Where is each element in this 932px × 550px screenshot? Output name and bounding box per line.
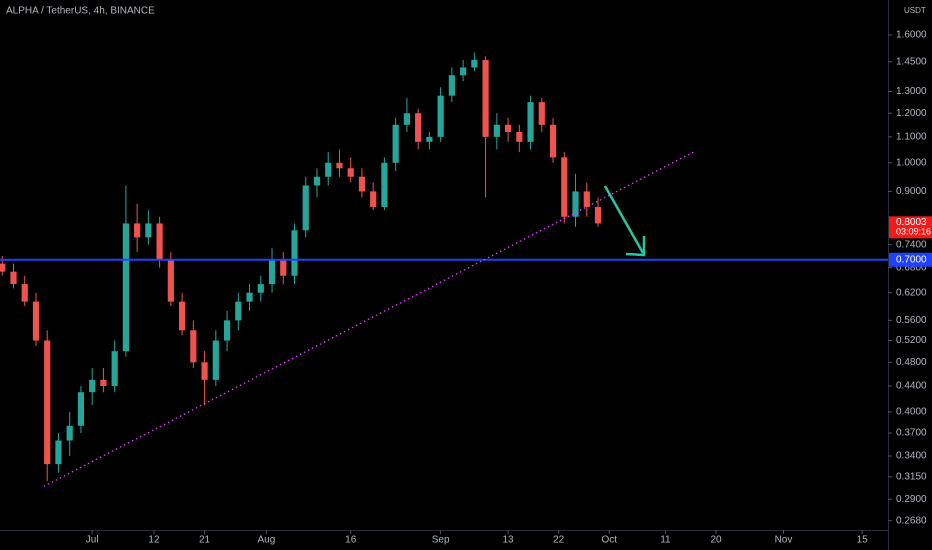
candle-body: [426, 136, 433, 142]
candle-body: [572, 191, 579, 217]
candle-body: [89, 379, 96, 393]
candle-body: [358, 176, 366, 192]
y-tick-label: 0.3150: [896, 471, 927, 482]
candle-body: [156, 223, 163, 260]
candle-body: [167, 259, 174, 302]
candle-body: [493, 124, 500, 137]
y-tick-label: 1.1000: [896, 132, 927, 143]
candle-body: [10, 271, 17, 285]
candle-body: [134, 223, 141, 238]
y-tick-label: 1.2000: [896, 108, 927, 119]
x-tick-label: Oct: [601, 535, 617, 546]
candle-body: [77, 392, 85, 426]
currency-label: USDT: [904, 6, 926, 15]
candle-body: [223, 320, 231, 341]
candle-body: [313, 176, 321, 186]
x-tick-label: 22: [553, 535, 565, 546]
candle-body: [291, 230, 298, 276]
y-tick-label: 0.3700: [896, 428, 927, 439]
level-label: 0.7000: [896, 254, 927, 265]
y-tick-label: 0.6200: [896, 287, 927, 298]
candle-body: [504, 124, 512, 132]
candle-body: [516, 131, 523, 142]
candle-body: [437, 95, 444, 137]
y-tick-label: 0.5200: [896, 335, 927, 346]
chart-title: ALPHA / TetherUS, 4h, BINANCE: [6, 6, 155, 17]
x-tick-label: Jul: [86, 535, 99, 546]
x-tick-label: 15: [857, 535, 869, 546]
last-price-label: 0.8003: [896, 217, 927, 228]
y-tick-label: 0.2900: [896, 494, 927, 505]
y-tick-label: 1.6000: [896, 30, 927, 41]
candle-body: [336, 162, 343, 169]
x-tick-label: 13: [503, 535, 515, 546]
y-tick-label: 0.2680: [896, 515, 927, 526]
y-tick-label: 0.3400: [896, 451, 927, 462]
candle-body: [527, 102, 534, 142]
candle-body: [0, 263, 6, 272]
candle-body: [55, 440, 62, 465]
candle-body: [302, 185, 309, 231]
candle-body: [415, 113, 422, 142]
x-tick-label: Nov: [775, 535, 793, 546]
y-tick-label: 0.5600: [896, 315, 927, 326]
x-tick-label: 21: [199, 535, 211, 546]
candle-body: [100, 379, 107, 386]
y-tick-label: 1.3000: [896, 86, 927, 97]
last-price-box: [889, 216, 932, 239]
candle-body: [403, 113, 410, 125]
x-tick-label: 16: [345, 535, 357, 546]
candle-body: [235, 301, 242, 321]
candle-body: [212, 340, 219, 380]
candle-body: [538, 102, 545, 125]
candle-body: [347, 168, 354, 177]
y-tick-label: 0.4800: [896, 357, 927, 368]
y-tick-label: 0.7400: [896, 239, 927, 250]
y-tick-label: 1.0000: [896, 157, 927, 168]
candle-body: [583, 191, 590, 207]
candle-body: [111, 351, 118, 386]
countdown-label: 03:09:16: [896, 227, 931, 237]
candle-body: [257, 284, 264, 293]
y-tick-label: 0.4400: [896, 381, 927, 392]
candle-body: [268, 259, 276, 285]
candle-body: [32, 301, 40, 341]
candle-body: [179, 301, 186, 331]
x-tick-label: Aug: [258, 535, 276, 546]
x-tick-label: Sep: [432, 535, 450, 546]
candle-body: [482, 59, 489, 137]
y-tick-label: 1.4500: [896, 56, 927, 67]
candle-body: [201, 362, 208, 380]
drawing-arrow: [603, 185, 646, 257]
candle-body: [246, 292, 253, 302]
y-tick-label: 0.4000: [896, 406, 927, 417]
candle-body: [145, 223, 152, 238]
candle-body: [471, 59, 478, 68]
x-tick-label: 11: [660, 535, 671, 546]
candle-body: [122, 223, 129, 352]
candle-body: [66, 425, 73, 441]
candle-body: [325, 162, 332, 177]
candle-body: [392, 124, 399, 163]
candle-body: [190, 330, 197, 363]
candle-body: [370, 191, 377, 207]
x-tick-label: 20: [710, 535, 722, 546]
x-tick-label: 12: [148, 535, 160, 546]
level-label-box: [889, 252, 932, 267]
candle-body: [594, 206, 602, 224]
y-tick-label: 0.6800: [896, 262, 927, 273]
trendline: [43, 150, 697, 488]
candle-body: [280, 259, 287, 276]
y-tick-label: 0.9000: [896, 186, 927, 197]
candle-body: [549, 124, 557, 158]
candle-body: [460, 67, 467, 76]
candle-body: [44, 340, 51, 465]
candle-body: [21, 284, 28, 302]
candle-body: [561, 157, 568, 217]
candle-body: [448, 75, 455, 96]
candle-body: [381, 162, 388, 207]
